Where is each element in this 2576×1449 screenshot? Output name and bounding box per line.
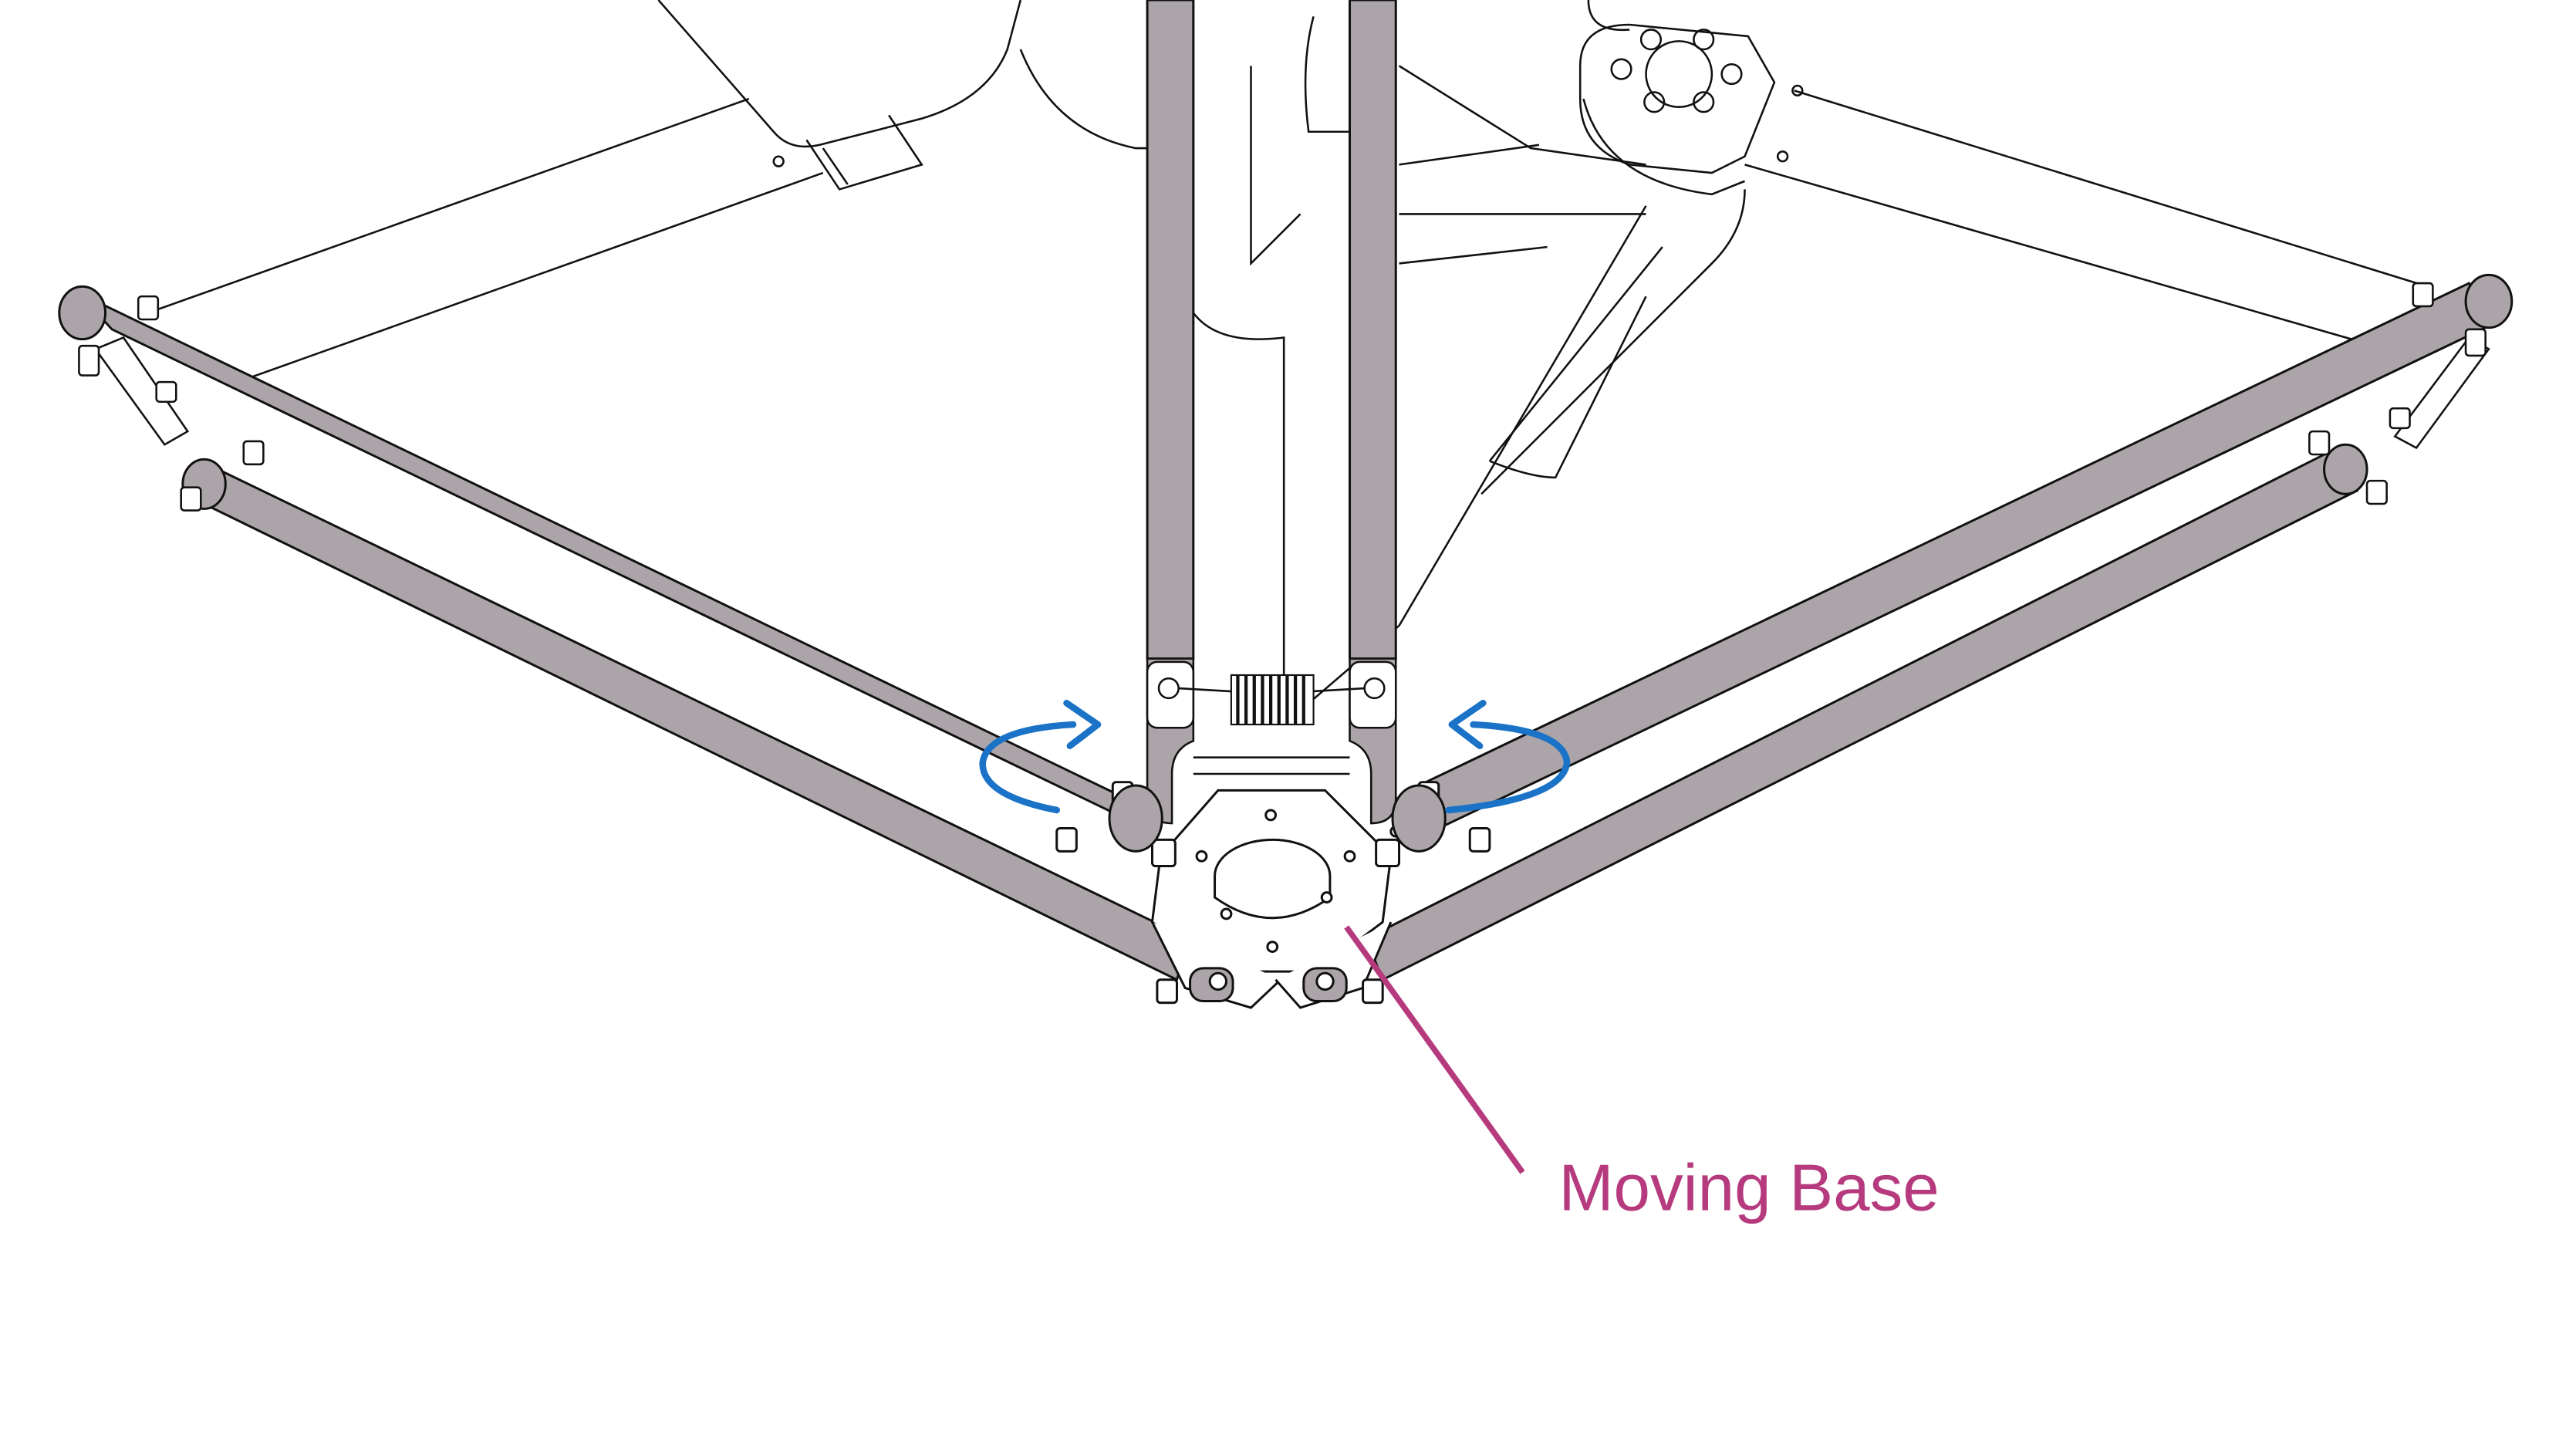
right-upper-rod-cap [1391, 784, 1447, 853]
right-rotation-arrow [1445, 699, 1571, 814]
spring-mechanism [1146, 657, 1397, 825]
callout-leader-line [1344, 925, 1525, 1174]
right-corner-joint [2308, 282, 2490, 505]
left-rotation-arrow [979, 699, 1102, 814]
moving-base-callout: Moving Base [1344, 925, 1940, 1225]
left-lower-rod [181, 458, 1190, 981]
robot-frame [147, 0, 2433, 725]
left-corner-joint [78, 295, 265, 512]
left-upper-rod-cap [1108, 784, 1163, 853]
right-lower-rod [1364, 443, 2368, 981]
right-upper-rod [1413, 273, 2514, 833]
vertical-arm-right [1349, 0, 1397, 660]
vertical-arm-left [1146, 0, 1195, 660]
callout-label: Moving Base [1558, 1152, 1939, 1225]
